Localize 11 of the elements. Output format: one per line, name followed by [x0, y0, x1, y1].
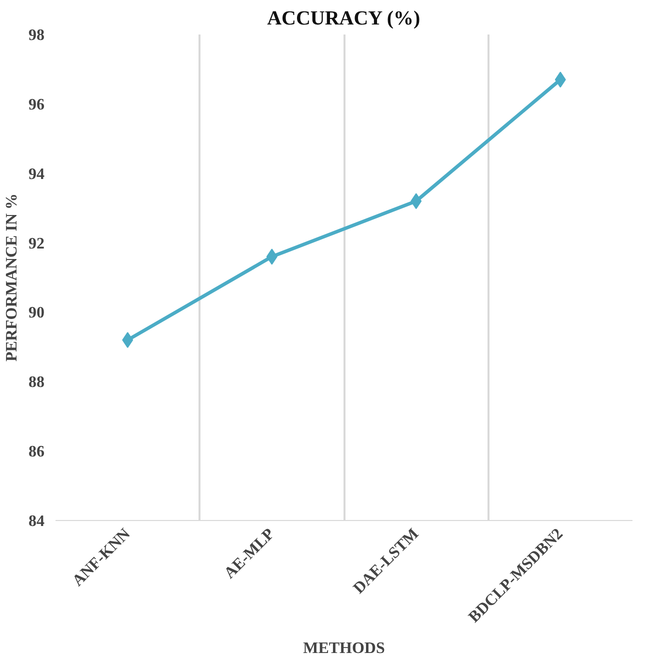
y-tick-label: 86: [28, 444, 44, 461]
y-tick-label: 94: [28, 166, 44, 183]
chart-title: ACCURACY (%): [267, 8, 420, 30]
x-axis-title: METHODS: [303, 640, 385, 658]
y-tick-label: 88: [28, 374, 44, 392]
y-tick-label: 90: [28, 304, 44, 322]
y-axis-title: PERFORMANCE IN %: [4, 193, 20, 362]
y-tick-label: 98: [28, 27, 44, 44]
y-tick-label: 92: [28, 235, 44, 252]
y-tick-label: 96: [28, 96, 44, 114]
y-tick-label: 84: [28, 513, 44, 530]
